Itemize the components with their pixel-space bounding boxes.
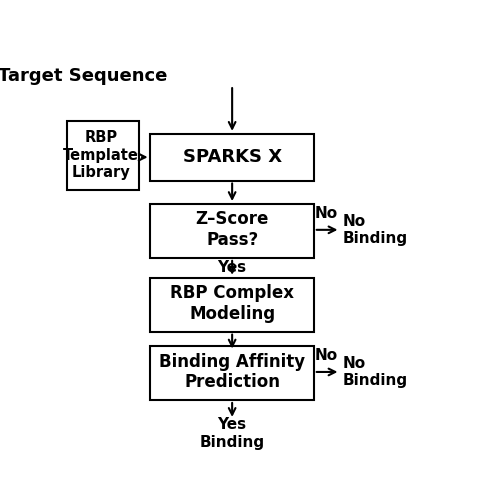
Text: No: No	[315, 206, 338, 221]
Bar	[150, 204, 314, 258]
Text: RBP
Template
Library: RBP Template Library	[63, 130, 139, 180]
Text: No: No	[315, 348, 338, 364]
Text: Yes: Yes	[218, 260, 246, 276]
Bar	[150, 278, 314, 332]
Text: No
Binding: No Binding	[343, 214, 408, 246]
Text: Z–Score
Pass?: Z–Score Pass?	[196, 210, 269, 249]
Text: Binding Affinity
Prediction: Binding Affinity Prediction	[159, 352, 305, 392]
Text: Target Sequence: Target Sequence	[0, 67, 167, 85]
Bar	[67, 121, 139, 190]
Bar	[150, 134, 314, 180]
Text: No
Binding: No Binding	[343, 356, 408, 388]
Text: Yes
Binding: Yes Binding	[199, 418, 265, 450]
Bar	[150, 346, 314, 400]
Text: SPARKS X: SPARKS X	[183, 148, 282, 166]
Text: RBP Complex
Modeling: RBP Complex Modeling	[170, 284, 294, 323]
